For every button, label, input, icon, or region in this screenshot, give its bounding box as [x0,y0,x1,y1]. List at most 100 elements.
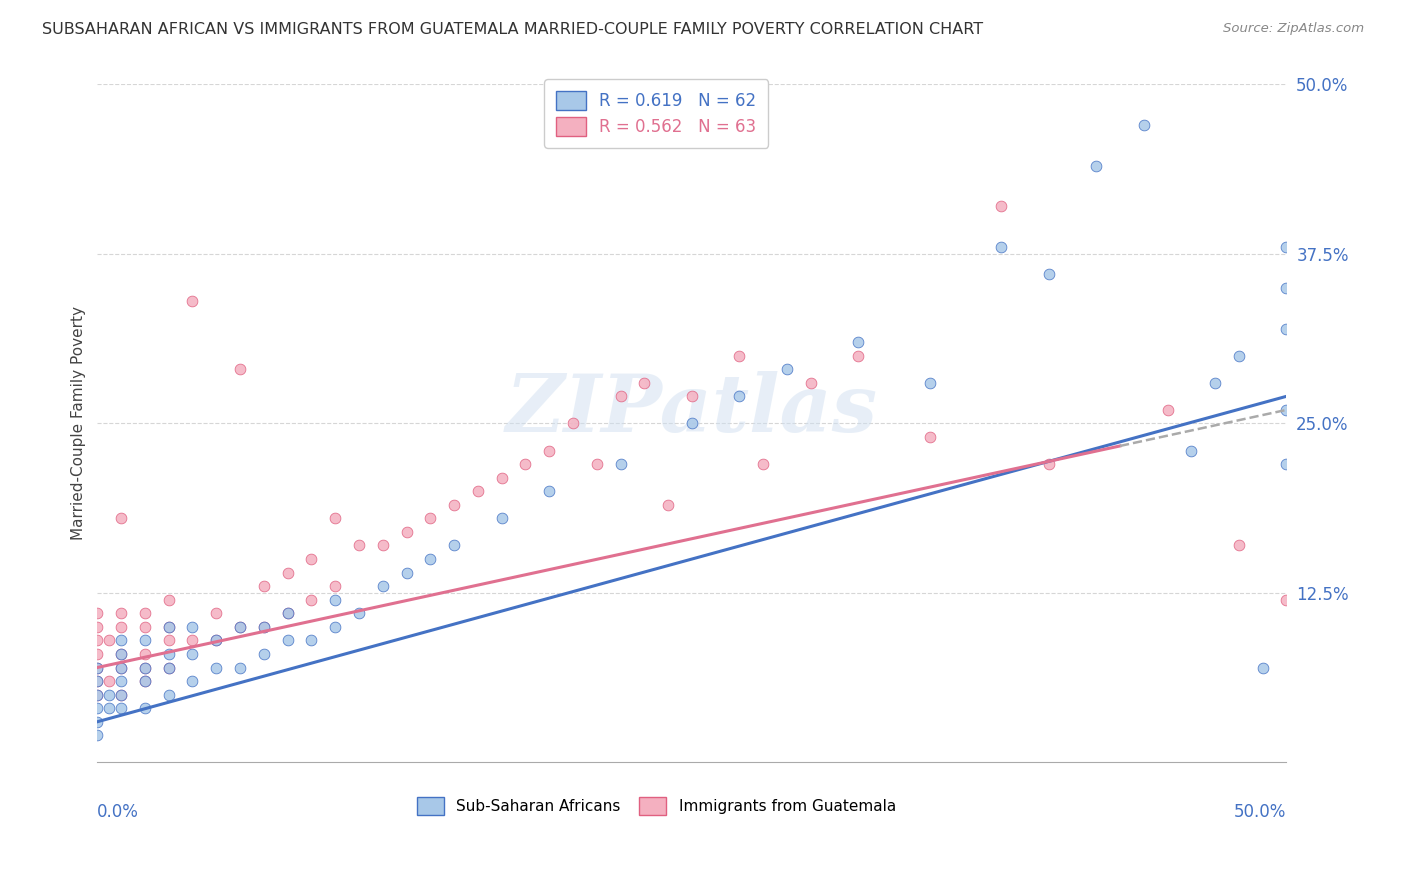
Point [609,457,631,471]
Point [86,674,108,689]
Point [848,334,870,349]
Point [110,674,132,689]
Point [253,647,276,661]
Point [157,620,180,634]
Point [800,376,823,390]
Point [229,660,252,674]
Text: ZIPatlas: ZIPatlas [506,371,877,449]
Point [1275,321,1298,335]
Point [323,579,346,593]
Point [299,633,322,648]
Point [86,647,108,661]
Point [1180,443,1202,458]
Point [371,539,394,553]
Point [990,199,1012,213]
Point [157,620,180,634]
Point [990,240,1012,254]
Point [134,701,156,715]
Point [277,607,299,621]
Point [205,607,228,621]
Point [86,688,108,702]
Point [110,688,132,702]
Point [1275,592,1298,607]
Y-axis label: Married-Couple Family Poverty: Married-Couple Family Poverty [72,307,86,541]
Point [609,389,631,403]
Point [585,457,607,471]
Point [323,592,346,607]
Point [443,539,465,553]
Point [134,660,156,674]
Point [776,362,799,376]
Point [134,633,156,648]
Point [395,524,418,539]
Point [1132,118,1154,132]
Point [1227,539,1250,553]
Point [752,457,775,471]
Point [86,674,108,689]
Point [419,552,441,566]
Point [157,660,180,674]
Point [562,417,585,431]
Point [181,633,204,648]
Point [205,633,228,648]
Text: 0.0%: 0.0% [97,803,139,822]
Point [98,701,121,715]
Point [110,647,132,661]
Point [134,674,156,689]
Point [491,511,513,525]
Point [181,294,204,309]
Point [681,389,703,403]
Point [86,701,108,715]
Point [98,674,121,689]
Point [86,633,108,648]
Point [157,647,180,661]
Point [134,674,156,689]
Point [181,674,204,689]
Point [229,620,252,634]
Point [157,688,180,702]
Point [134,607,156,621]
Point [419,511,441,525]
Point [86,728,108,742]
Point [467,484,489,499]
Point [110,511,132,525]
Point [157,633,180,648]
Point [98,633,121,648]
Point [347,539,370,553]
Point [110,701,132,715]
Point [1275,240,1298,254]
Point [371,579,394,593]
Point [538,443,561,458]
Point [110,660,132,674]
Point [86,688,108,702]
Text: SUBSAHARAN AFRICAN VS IMMIGRANTS FROM GUATEMALA MARRIED-COUPLE FAMILY POVERTY CO: SUBSAHARAN AFRICAN VS IMMIGRANTS FROM GU… [42,22,983,37]
Point [110,660,132,674]
Point [515,457,537,471]
Point [657,498,679,512]
Point [728,349,751,363]
Point [1038,267,1060,281]
Point [323,511,346,525]
Point [110,647,132,661]
Point [134,660,156,674]
Point [395,566,418,580]
Point [277,607,299,621]
Point [918,376,941,390]
Point [633,376,655,390]
Point [157,660,180,674]
Point [181,647,204,661]
Point [277,566,299,580]
Point [491,471,513,485]
Point [205,660,228,674]
Point [229,362,252,376]
Point [253,620,276,634]
Point [86,660,108,674]
Point [299,592,322,607]
Point [110,607,132,621]
Point [134,647,156,661]
Point [728,389,751,403]
Point [110,688,132,702]
Point [86,660,108,674]
Text: Source: ZipAtlas.com: Source: ZipAtlas.com [1223,22,1364,36]
Point [918,430,941,444]
